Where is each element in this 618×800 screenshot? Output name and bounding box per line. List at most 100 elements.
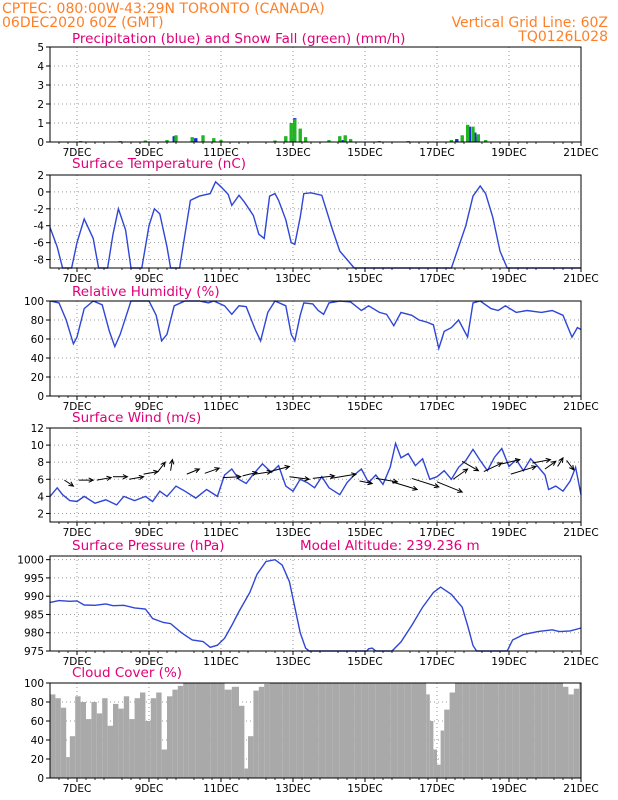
precip-bar — [194, 138, 198, 142]
precip-bar — [284, 136, 288, 142]
precip-bar — [143, 140, 147, 142]
wind-arrow — [96, 475, 113, 481]
wind-arrow — [501, 458, 521, 465]
x-tick-label: 17DEC — [419, 656, 454, 668]
cloud-bar — [172, 689, 178, 778]
cloud-bar — [145, 721, 151, 778]
header-date: 06DEC2020 60Z (GMT) — [2, 15, 164, 31]
x-tick-label: 19DEC — [491, 273, 526, 285]
x-tick-label: 21DEC — [563, 401, 598, 413]
precip-bar — [343, 135, 347, 142]
x-tick-label: 9DEC — [135, 273, 164, 285]
x-tick-label: 7DEC — [63, 527, 92, 539]
cloud-bar — [455, 683, 463, 778]
cloud-bar — [437, 764, 441, 778]
cloud-bar — [573, 688, 580, 778]
cloud-bar — [69, 736, 76, 778]
y-tick-label: 12 — [31, 423, 44, 435]
x-tick-label: 13DEC — [275, 401, 310, 413]
cloud-bar — [269, 683, 275, 778]
precip-bar — [304, 137, 308, 142]
cloud-bar — [411, 683, 419, 778]
cloud-bar — [449, 692, 455, 778]
cloud-bar — [113, 703, 119, 778]
y-tick-label: 4 — [37, 61, 44, 73]
cloud-bar — [150, 698, 157, 778]
series-precipitation — [172, 118, 480, 142]
y-tick-label: 995 — [24, 573, 44, 585]
cloud-bar — [491, 683, 499, 778]
precip-bar — [473, 132, 477, 142]
y-tick-label: -2 — [34, 204, 44, 216]
cloud-bar — [404, 683, 412, 778]
cloud-bar — [118, 708, 124, 778]
wind-arrow — [330, 472, 358, 479]
panel-temp: 2 0 -2 -4 -6 -8 7DEC 9DEC 11DEC 13DEC 15DEC 17DEC 19… — [34, 156, 599, 285]
y-tick-label: 100 — [24, 296, 44, 308]
cloud-bar — [568, 694, 574, 778]
x-tick-label: 11DEC — [203, 147, 238, 159]
x-tick-label: 21DEC — [563, 147, 598, 159]
x-tick-label: 13DEC — [275, 527, 310, 539]
x-tick-label: 7DEC — [63, 273, 92, 285]
cloud-bar — [303, 683, 311, 778]
precip-bar — [471, 126, 475, 142]
plot-frame — [49, 682, 582, 779]
cloud-bar — [123, 696, 130, 778]
y-tick-label: 1 — [37, 118, 44, 130]
panel-title: Surface Temperature (nC) — [72, 156, 246, 172]
plot-frame — [49, 300, 582, 397]
x-tick-label: 7DEC — [63, 147, 92, 159]
cloud-bar — [476, 683, 484, 778]
y-tick-label: 0 — [37, 187, 44, 199]
cloud-bar — [462, 683, 470, 778]
panel-title: Surface Pressure (hPa) — [72, 538, 225, 554]
y-tick-label: 0 — [37, 391, 44, 403]
cloud-bar — [383, 683, 391, 778]
cloud-bar — [239, 705, 245, 778]
cloud-bar — [129, 719, 135, 778]
precip-bar — [466, 124, 470, 142]
cloud-bar — [541, 683, 549, 778]
cloud-bar — [282, 683, 290, 778]
precip-bar — [298, 128, 302, 142]
cloud-bar — [253, 690, 259, 778]
y-tick-label: 980 — [24, 628, 44, 640]
y-tick-label: 4 — [37, 491, 44, 503]
header-code: TQ0126L028 — [517, 29, 608, 45]
panel-title: Surface Wind (m/s) — [72, 410, 201, 426]
x-tick-label: 9DEC — [135, 783, 164, 795]
cloud-bar — [433, 749, 437, 778]
cloud-bar — [505, 683, 513, 778]
x-tick-label: 19DEC — [491, 783, 526, 795]
x-tick-label: 19DEC — [491, 656, 526, 668]
y-tick-label: 80 — [31, 697, 44, 709]
precip-bar — [165, 140, 169, 142]
cloud-bar — [375, 683, 383, 778]
cloud-bar — [140, 692, 146, 778]
cloud-bar — [555, 683, 563, 778]
cloud-bar — [289, 683, 297, 778]
y-tick-label: 60 — [31, 716, 44, 728]
cloud-bar — [527, 683, 535, 778]
cloud-bar — [107, 725, 113, 778]
panel-annotation: Model Altitude: 239.236 m — [300, 538, 480, 554]
wind-arrow — [510, 465, 538, 475]
wind-arrow — [242, 470, 259, 477]
precip-bar — [212, 138, 216, 142]
cloud-bar — [195, 683, 203, 778]
series-wind-speed — [49, 440, 582, 506]
precip-bar — [484, 140, 488, 142]
cloud-bar — [55, 698, 61, 778]
x-tick-label: 17DEC — [419, 401, 454, 413]
panel-precip: 0 1 2 3 4 5 7DEC 9DEC 11DEC 13DEC 15DEC 17DEC 19DEC 2… — [37, 31, 598, 159]
x-tick-label: 7DEC — [63, 401, 92, 413]
cloud-bar — [339, 683, 347, 778]
panel-title: Precipitation (blue) and Snow Fall (gree… — [72, 31, 405, 47]
wind-arrow — [557, 456, 564, 467]
cloud-bar — [177, 685, 184, 778]
cloud-bar — [429, 721, 434, 778]
x-tick-label: 7DEC — [63, 783, 92, 795]
cloud-bar — [534, 683, 542, 778]
panel-cloud: 0 20 40 60 80 100 7DEC 9DEC 11DEC 13DEC 15DEC 17DEC… — [24, 665, 599, 795]
